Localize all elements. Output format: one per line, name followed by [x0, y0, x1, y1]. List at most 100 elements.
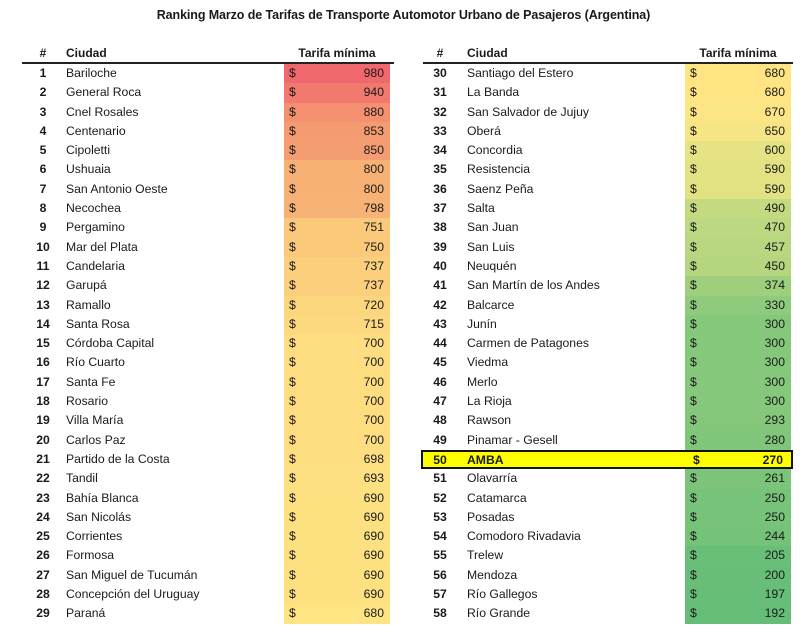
row-city: Posadas [467, 509, 515, 524]
row-city: Olavarría [467, 471, 518, 486]
row-fare: 205 [764, 548, 785, 563]
highlighted-row: 50 AMBA $270 [421, 449, 793, 469]
row-rank: 20 [36, 432, 50, 447]
row-city: Viedma [467, 355, 509, 370]
fare-cell: $700 [284, 334, 390, 354]
row-fare: 680 [764, 66, 785, 80]
currency-symbol: $ [289, 220, 296, 235]
fare-cell: $590 [685, 160, 791, 180]
row-city: Catamarca [467, 490, 527, 505]
table-row: 35 Resistencia $590 [423, 160, 793, 180]
row-fare: 300 [764, 316, 785, 331]
row-rank: 48 [433, 413, 447, 428]
currency-symbol: $ [690, 85, 697, 100]
currency-symbol: $ [289, 239, 296, 254]
row-rank: 27 [36, 567, 50, 582]
fare-cell: $690 [284, 507, 390, 528]
row-rank: 52 [433, 490, 447, 505]
currency-symbol: $ [289, 529, 296, 544]
fare-cell: $670 [685, 102, 791, 122]
row-rank: 22 [36, 471, 50, 486]
row-rank: 12 [36, 278, 50, 293]
fare-cell: $293 [685, 411, 791, 431]
row-city: Pergamino [66, 220, 125, 235]
header-fare: Tarifa mínima [699, 46, 777, 60]
row-city: Balcarce [467, 297, 515, 312]
currency-symbol: $ [690, 471, 697, 486]
currency-symbol: $ [289, 66, 296, 80]
row-city: Trelew [467, 548, 504, 563]
row-city: Santa Rosa [66, 316, 130, 331]
fare-cell: $590 [685, 179, 791, 200]
row-rank: 42 [433, 297, 447, 312]
row-city: Garupá [66, 278, 107, 293]
table-row: 26 Formosa $690 [22, 546, 394, 566]
row-fare: 700 [363, 355, 384, 370]
table-row: 49 Pinamar - Gesell $280 [423, 430, 793, 450]
row-rank: 25 [36, 529, 50, 544]
row-rank: 4 [39, 123, 47, 138]
row-city: Mendoza [467, 567, 518, 582]
fare-cell: $700 [284, 411, 390, 431]
row-rank: 41 [433, 278, 447, 293]
table-header: # Ciudad Tarifa mínima [423, 44, 793, 64]
row-city: San Martín de los Andes [467, 278, 600, 293]
row-rank: 55 [433, 548, 447, 563]
fare-cell: $300 [685, 372, 791, 393]
currency-symbol: $ [289, 490, 296, 505]
currency-symbol: $ [289, 297, 296, 312]
row-city: Tandil [66, 471, 98, 486]
row-fare: 680 [764, 85, 785, 100]
currency-symbol: $ [289, 567, 296, 582]
table-row: 7 San Antonio Oeste $800 [22, 179, 394, 200]
fare-cell: $750 [284, 237, 390, 257]
table-row: 8 Necochea $798 [22, 199, 394, 219]
fare-cell: $650 [685, 121, 791, 142]
row-city: AMBA [467, 452, 504, 467]
currency-symbol: $ [289, 471, 296, 486]
table-row: 51 Olavarría $261 [423, 469, 793, 489]
row-fare: 853 [363, 123, 384, 138]
row-fare: 650 [764, 123, 785, 138]
row-city: Salta [467, 201, 495, 216]
row-fare: 450 [764, 258, 785, 273]
row-rank: 26 [36, 548, 50, 563]
row-rank: 5 [39, 143, 47, 158]
table-row: 40 Neuquén $450 [423, 256, 793, 277]
row-fare: 715 [363, 316, 384, 331]
currency-symbol: $ [289, 258, 296, 273]
fare-cell: $700 [284, 392, 390, 412]
fare-cell: $715 [284, 314, 390, 335]
row-rank: 15 [36, 336, 50, 351]
currency-symbol: $ [690, 548, 697, 563]
row-fare: 197 [764, 587, 785, 602]
fare-cell: $690 [284, 527, 390, 547]
fare-cell: $300 [685, 314, 791, 335]
currency-symbol: $ [289, 316, 296, 331]
row-rank: 19 [36, 413, 50, 428]
row-fare: 700 [363, 394, 384, 409]
fare-cell: $980 [284, 64, 390, 84]
fare-cell: $470 [685, 218, 791, 238]
row-city: Bahía Blanca [66, 490, 139, 505]
fare-cell: $940 [284, 83, 390, 103]
row-rank: 58 [433, 606, 447, 621]
fare-cell: $330 [685, 295, 791, 315]
table-row: 37 Salta $490 [423, 199, 793, 219]
currency-symbol: $ [690, 316, 697, 331]
currency-symbol: $ [289, 181, 296, 196]
fare-cell: $205 [685, 546, 791, 566]
row-fare: 880 [363, 104, 384, 119]
row-fare: 490 [764, 201, 785, 216]
row-city: Córdoba Capital [66, 336, 155, 351]
row-fare: 798 [363, 201, 384, 216]
row-city: Centenario [66, 123, 126, 138]
row-city: Neuquén [467, 258, 517, 273]
currency-symbol: $ [289, 606, 296, 621]
row-rank: 44 [433, 336, 447, 351]
row-fare: 700 [363, 413, 384, 428]
currency-symbol: $ [690, 239, 697, 254]
fare-cell: $880 [284, 102, 390, 122]
row-city: La Rioja [467, 394, 512, 409]
table-row: 38 San Juan $470 [423, 218, 793, 238]
